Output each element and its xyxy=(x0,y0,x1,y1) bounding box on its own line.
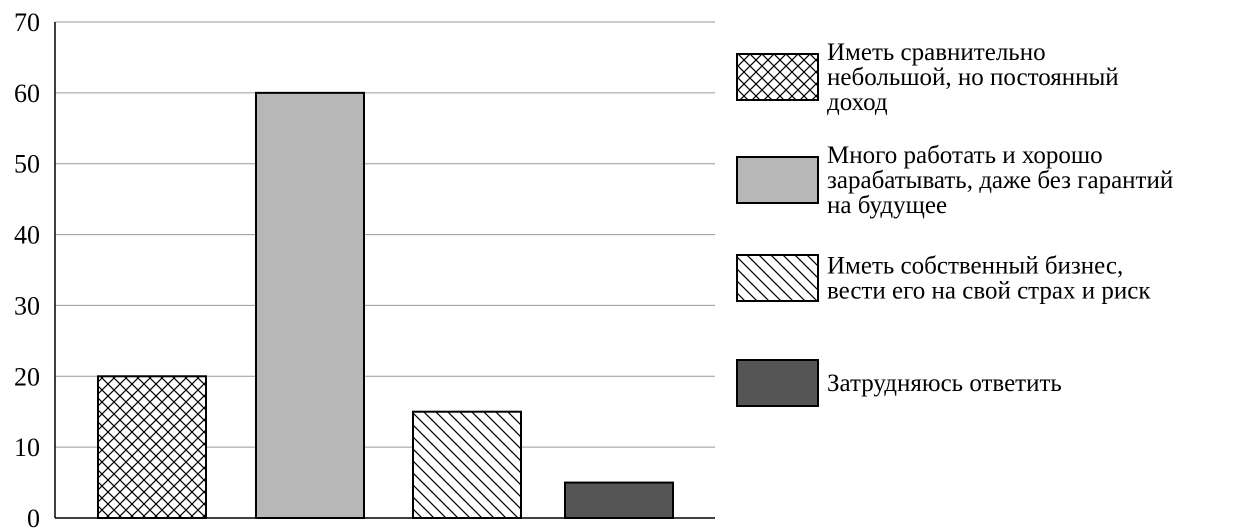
bar-4 xyxy=(564,481,674,520)
legend-label: доход xyxy=(827,89,888,116)
legend-swatch xyxy=(736,359,819,407)
legend-item: Затрудняюсь ответить xyxy=(736,359,1062,407)
legend-label: зарабатывать, даже без гарантий xyxy=(827,167,1173,194)
bar-2 xyxy=(255,91,365,519)
legend-swatch xyxy=(736,254,819,302)
legend-label: Иметь собственный бизнес, xyxy=(827,253,1123,280)
legend-label: Затрудняюсь ответить xyxy=(827,370,1062,397)
y-tick-label: 50 xyxy=(14,150,40,179)
legend-swatch xyxy=(736,53,819,101)
y-tick-label: 20 xyxy=(14,362,40,391)
y-tick-label: 30 xyxy=(14,291,40,320)
legend-label: Иметь сравнительно xyxy=(827,39,1046,66)
legend-label: Много работать и хорошо xyxy=(827,142,1103,169)
legend-item: Иметь собственный бизнес,вести его на св… xyxy=(736,253,1151,305)
y-tick-label: 70 xyxy=(14,8,40,37)
y-tick-label: 10 xyxy=(14,433,40,462)
bar-1 xyxy=(97,375,207,519)
legend-label: вести его на свой страх и риск xyxy=(827,278,1151,305)
bars xyxy=(97,91,674,520)
legend-label: небольшой, но постоянный xyxy=(827,64,1119,91)
y-axis-ticks: 0 10 20 30 40 50 60 70 xyxy=(14,8,40,531)
bar-3 xyxy=(412,410,522,520)
y-tick-label: 40 xyxy=(14,221,40,250)
y-tick-label: 60 xyxy=(14,79,40,108)
legend-swatch xyxy=(736,156,819,204)
y-tick-label: 0 xyxy=(27,504,40,531)
axes xyxy=(54,22,715,519)
legend-label: на будущее xyxy=(827,192,947,219)
